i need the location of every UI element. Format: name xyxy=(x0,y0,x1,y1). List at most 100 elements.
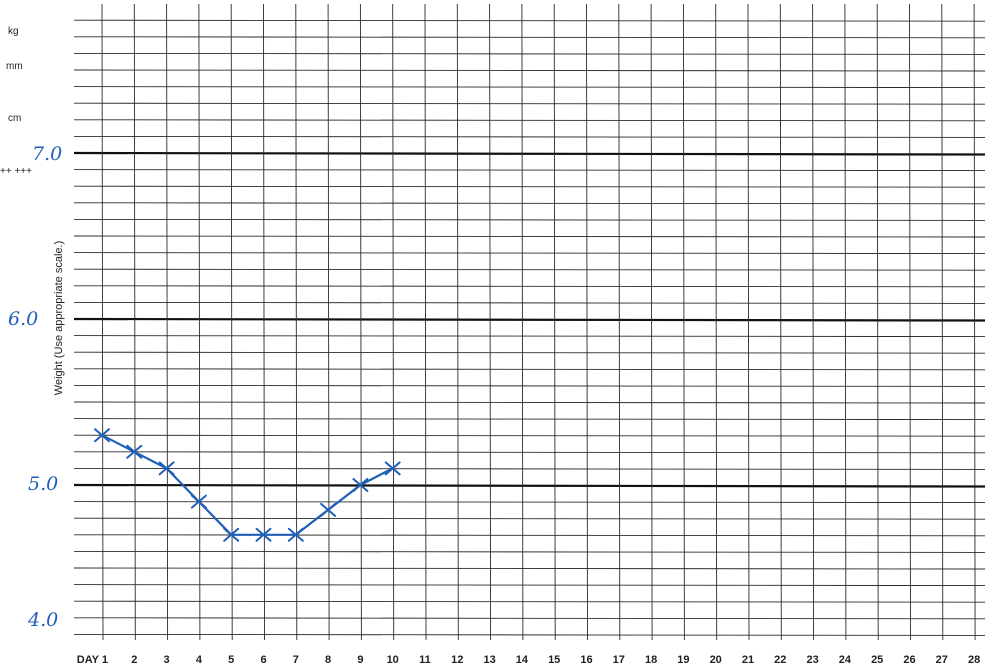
side-label-kg: kg xyxy=(8,26,19,37)
vertical-gridline xyxy=(489,3,492,641)
gridline xyxy=(73,401,986,404)
x-tick-label: 3 xyxy=(164,654,170,666)
gridline xyxy=(73,534,986,537)
gridline xyxy=(73,384,986,387)
x-tick-label: 27 xyxy=(936,654,948,666)
gridline xyxy=(73,301,986,304)
vertical-gridline xyxy=(844,3,847,641)
vertical-gridline xyxy=(198,3,201,641)
x-tick-label: 23 xyxy=(806,654,818,666)
x-tick-label: 2 xyxy=(131,654,137,666)
x-tick-label: 11 xyxy=(419,654,431,666)
x-tick-label: 22 xyxy=(774,654,786,666)
x-tick-label: 28 xyxy=(968,654,980,666)
x-tick-label: 14 xyxy=(516,654,529,666)
gridline xyxy=(73,69,986,72)
vertical-gridline xyxy=(553,3,556,641)
x-tick-label: 6 xyxy=(260,654,266,666)
vertical-gridline xyxy=(230,3,233,641)
side-labels: kg mm cm ++ +++ xyxy=(0,26,32,177)
gridline xyxy=(73,434,986,437)
y-tick-label: 6.0 xyxy=(8,308,38,330)
vertical-gridline xyxy=(424,3,427,641)
x-tick-label: 10 xyxy=(387,654,399,666)
vertical-gridline xyxy=(456,3,459,641)
x-tick-label: 21 xyxy=(742,654,754,666)
gridline xyxy=(73,335,986,338)
x-tick-label: 4 xyxy=(196,654,203,666)
x-tick-label: 9 xyxy=(357,654,363,666)
vertical-gridline xyxy=(715,3,718,641)
vertical-gridline xyxy=(618,3,621,641)
side-label-plus: ++ +++ xyxy=(0,166,32,177)
vertical-gridline xyxy=(392,3,395,641)
gridline xyxy=(73,119,986,122)
marker-stroke xyxy=(384,461,401,476)
major-gridline xyxy=(73,483,986,488)
data-point-marker xyxy=(126,444,143,459)
x-tick-label: 25 xyxy=(871,654,883,666)
gridline xyxy=(73,268,986,271)
major-gridline xyxy=(73,317,986,322)
marker-stroke xyxy=(255,527,272,542)
data-point-marker xyxy=(320,502,337,517)
gridline xyxy=(73,451,986,454)
vertical-gridline xyxy=(812,3,815,641)
data-point-marker xyxy=(384,461,401,476)
gridline xyxy=(73,252,986,255)
marker-stroke xyxy=(287,527,304,542)
data-point-marker xyxy=(94,428,110,443)
gridline xyxy=(73,368,986,371)
data-point-marker xyxy=(352,478,369,492)
x-tick-label: 24 xyxy=(839,654,852,666)
gridline xyxy=(73,135,986,138)
data-point-marker xyxy=(190,494,207,509)
gridline xyxy=(73,102,986,105)
data-point-marker xyxy=(287,527,304,542)
gridline xyxy=(73,418,986,421)
gridline xyxy=(73,584,986,587)
data-point-marker xyxy=(255,527,272,542)
y-axis-label: Weight (Use appropriate scale.) xyxy=(53,241,65,395)
y-tick-label: 5.0 xyxy=(28,473,58,495)
vertical-gridline xyxy=(166,3,169,641)
vertical-gridline xyxy=(682,3,685,641)
gridline xyxy=(73,285,986,288)
data-point-marker xyxy=(158,461,175,476)
marker-stroke xyxy=(158,461,175,476)
marker-stroke xyxy=(352,478,369,492)
gridline xyxy=(73,19,986,22)
vertical-gridline xyxy=(779,3,782,641)
vertical-gridline xyxy=(941,3,944,641)
y-tick-label: 7.0 xyxy=(32,143,62,165)
series-line xyxy=(100,434,394,536)
x-tick-label: 16 xyxy=(580,654,592,666)
vertical-gridline xyxy=(101,3,104,641)
gridline xyxy=(73,36,986,39)
marker-stroke xyxy=(94,428,110,443)
vertical-gridline xyxy=(909,3,911,641)
y-tick-label: 4.0 xyxy=(27,609,58,631)
gridline xyxy=(73,550,986,553)
vertical-gridline xyxy=(295,3,298,641)
gridline xyxy=(73,567,986,570)
gridline xyxy=(73,617,986,620)
x-tick-label: 7 xyxy=(293,654,299,666)
major-gridline xyxy=(73,151,986,156)
marker-stroke xyxy=(223,527,240,542)
x-tick-label: 26 xyxy=(903,654,915,666)
vertical-gridline xyxy=(359,3,362,641)
marker-stroke xyxy=(190,494,207,509)
gridline xyxy=(73,52,986,55)
side-label-mm: mm xyxy=(6,61,23,72)
vertical-gridline xyxy=(973,3,976,641)
marker-stroke xyxy=(320,502,337,517)
x-tick-label: 12 xyxy=(451,654,463,666)
x-tick-label: 20 xyxy=(710,654,722,666)
x-tick-label: 15 xyxy=(548,654,560,666)
gridline xyxy=(73,467,986,470)
vertical-gridline xyxy=(650,3,653,641)
y-ticks: 7.0 6.0 5.0 4.0 xyxy=(8,143,62,631)
